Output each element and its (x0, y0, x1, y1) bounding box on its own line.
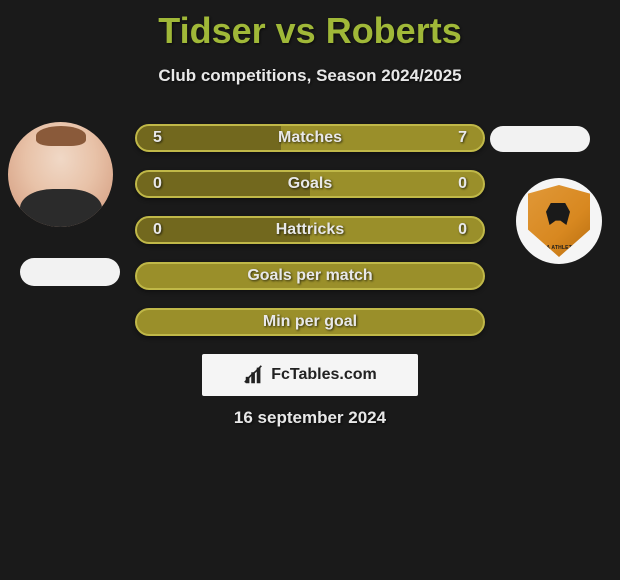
player-right-badge (490, 126, 590, 152)
footer-date: 16 september 2024 (234, 408, 386, 428)
player-left-avatar (8, 122, 113, 227)
stat-label: Hattricks (276, 221, 344, 239)
subtitle: Club competitions, Season 2024/2025 (0, 66, 620, 86)
stat-right-value: 0 (458, 175, 467, 193)
stat-fill-left (137, 172, 310, 196)
stats-container: 5 Matches 7 0 Goals 0 0 Hattricks 0 Goal… (135, 124, 485, 336)
stat-left-value: 0 (153, 175, 162, 193)
stat-row-goals-per-match: Goals per match (135, 262, 485, 290)
stat-label: Matches (278, 129, 342, 147)
stat-label: Goals per match (247, 267, 372, 285)
attribution-box: FcTables.com (202, 354, 418, 396)
stat-row-hattricks: 0 Hattricks 0 (135, 216, 485, 244)
crest-text: ALLOA ATHLETIC FC (532, 245, 586, 251)
stat-row-matches: 5 Matches 7 (135, 124, 485, 152)
page-title: Tidser vs Roberts (0, 0, 620, 52)
stat-row-min-per-goal: Min per goal (135, 308, 485, 336)
bar-chart-icon (243, 364, 265, 386)
stat-left-value: 0 (153, 221, 162, 239)
player-right-crest: ALLOA ATHLETIC FC (516, 178, 602, 264)
stat-right-value: 7 (458, 129, 467, 147)
stat-left-value: 5 (153, 129, 162, 147)
stat-label: Goals (288, 175, 332, 193)
attribution-text: FcTables.com (271, 366, 377, 384)
player-left-badge (20, 258, 120, 286)
stat-right-value: 0 (458, 221, 467, 239)
stat-label: Min per goal (263, 313, 357, 331)
stat-row-goals: 0 Goals 0 (135, 170, 485, 198)
shield-icon: ALLOA ATHLETIC FC (528, 185, 590, 257)
